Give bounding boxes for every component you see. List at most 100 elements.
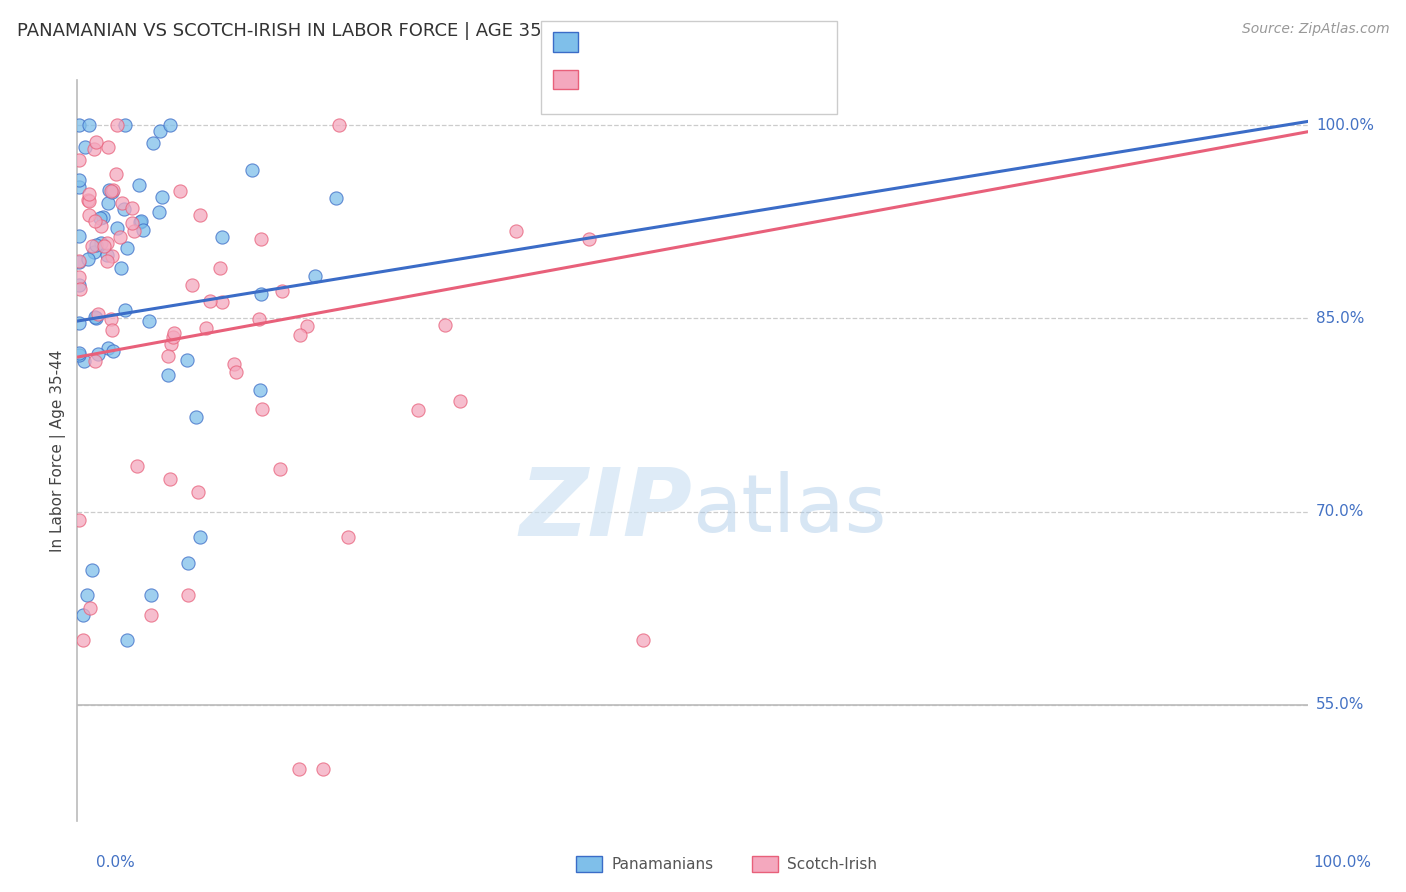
- Point: [176, 352, 198, 367]
- Point: [84, 354, 107, 368]
- Point: [505, 223, 527, 237]
- Point: [114, 302, 136, 317]
- Point: [127, 458, 149, 473]
- Point: [100, 312, 122, 326]
- Point: [160, 336, 183, 351]
- Text: 55.0%: 55.0%: [1316, 698, 1364, 712]
- Point: [76, 588, 98, 602]
- Point: [67, 346, 90, 360]
- Point: [93, 238, 115, 252]
- Point: [115, 633, 138, 648]
- Point: [100, 249, 122, 263]
- Point: [79, 194, 101, 208]
- Point: [72, 607, 94, 622]
- Text: 70.0%: 70.0%: [1316, 504, 1364, 519]
- Point: [138, 313, 160, 327]
- Point: [69, 281, 91, 295]
- Point: [80, 239, 103, 253]
- Point: [121, 201, 143, 215]
- Point: [75, 140, 97, 154]
- Point: [96, 254, 118, 268]
- Text: 85.0%: 85.0%: [1316, 311, 1364, 326]
- Point: [288, 762, 311, 776]
- Point: [141, 588, 163, 602]
- Point: [211, 295, 233, 310]
- Point: [194, 321, 217, 335]
- Point: [325, 191, 347, 205]
- Point: [186, 409, 208, 424]
- Point: [103, 183, 125, 197]
- Point: [67, 270, 90, 285]
- Point: [67, 173, 90, 187]
- Point: [82, 563, 104, 577]
- Y-axis label: In Labor Force | Age 35-44: In Labor Force | Age 35-44: [51, 350, 66, 551]
- Point: [129, 213, 152, 227]
- Point: [156, 349, 179, 363]
- Point: [162, 330, 184, 344]
- Point: [84, 310, 107, 325]
- Point: [269, 462, 291, 476]
- Point: [129, 215, 152, 229]
- Point: [225, 365, 247, 379]
- Point: [108, 230, 131, 244]
- Point: [142, 136, 165, 151]
- Point: [211, 229, 233, 244]
- Point: [97, 196, 120, 211]
- Point: [76, 252, 98, 266]
- Point: [89, 211, 111, 225]
- Text: PANAMANIAN VS SCOTCH-IRISH IN LABOR FORCE | AGE 35-44 CORRELATION CHART: PANAMANIAN VS SCOTCH-IRISH IN LABOR FORC…: [17, 22, 772, 40]
- Point: [249, 383, 271, 397]
- Text: R = 0.374: R = 0.374: [586, 70, 669, 88]
- Point: [77, 119, 100, 133]
- Point: [67, 229, 90, 244]
- Point: [97, 341, 120, 355]
- Text: 100.0%: 100.0%: [1313, 855, 1371, 870]
- Point: [328, 119, 350, 133]
- Text: 0.0%: 0.0%: [96, 855, 135, 870]
- Point: [91, 210, 114, 224]
- Point: [96, 248, 118, 262]
- Point: [73, 354, 96, 368]
- Text: N = 59: N = 59: [706, 33, 763, 51]
- Point: [312, 762, 335, 776]
- Point: [100, 184, 122, 198]
- Point: [105, 220, 128, 235]
- Point: [177, 588, 200, 602]
- Point: [247, 312, 270, 326]
- Point: [633, 633, 655, 648]
- Point: [79, 601, 101, 615]
- Point: [83, 142, 105, 156]
- Text: atlas: atlas: [693, 471, 887, 549]
- Point: [159, 119, 181, 133]
- Point: [67, 255, 90, 269]
- Point: [87, 347, 110, 361]
- Point: [83, 214, 105, 228]
- Text: Scotch-Irish: Scotch-Irish: [787, 857, 877, 871]
- Point: [101, 323, 124, 337]
- Point: [121, 216, 143, 230]
- Point: [163, 326, 186, 340]
- Point: [337, 530, 360, 544]
- Point: [112, 202, 135, 216]
- Point: [148, 205, 170, 219]
- Point: [77, 193, 100, 207]
- Point: [149, 124, 172, 138]
- Point: [97, 140, 120, 154]
- Point: [159, 472, 181, 486]
- Point: [578, 232, 600, 246]
- Point: [209, 260, 232, 275]
- Point: [406, 403, 429, 417]
- Point: [128, 178, 150, 193]
- Point: [250, 401, 273, 416]
- Point: [77, 186, 100, 201]
- Text: ZIP: ZIP: [520, 464, 693, 556]
- Point: [449, 393, 471, 408]
- Point: [72, 633, 94, 648]
- Point: [67, 180, 90, 194]
- Point: [84, 310, 107, 324]
- Point: [141, 607, 163, 622]
- Point: [122, 224, 145, 238]
- Point: [188, 530, 212, 544]
- Point: [114, 119, 136, 133]
- Point: [270, 284, 292, 298]
